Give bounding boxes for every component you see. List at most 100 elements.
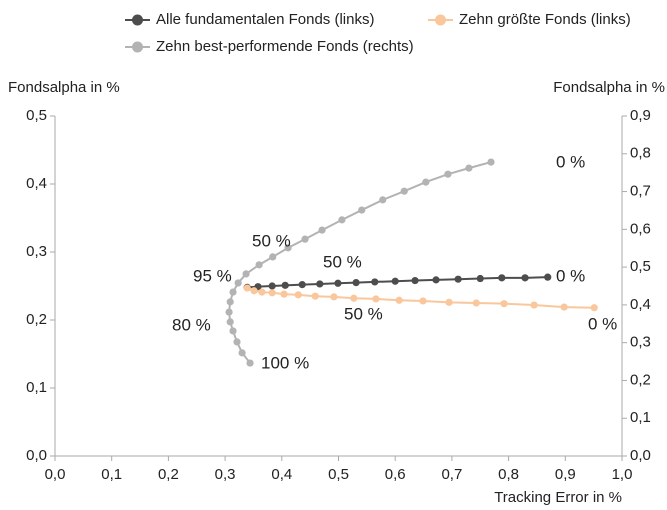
- legend-marker: [435, 14, 446, 26]
- x-axis-title: Tracking Error in %: [494, 489, 622, 506]
- point: [280, 290, 288, 298]
- point: [284, 244, 292, 252]
- y2-tick-label: 0,5: [630, 258, 651, 275]
- point: [242, 270, 250, 278]
- point: [318, 226, 326, 234]
- point: [334, 279, 342, 287]
- x-tick-label: 0,6: [385, 466, 406, 483]
- point: [258, 288, 266, 296]
- point: [226, 298, 234, 306]
- legend-label: Zehn größte Fonds (links): [459, 11, 631, 28]
- x-tick-label: 0,0: [45, 466, 66, 483]
- y-tick-label: 0,0: [26, 447, 47, 464]
- annotation: 100 %: [261, 353, 309, 372]
- x-tick-label: 0,5: [328, 466, 349, 483]
- x-tick-label: 0,4: [271, 466, 292, 483]
- y2-tick-label: 0,9: [630, 107, 651, 124]
- y-tick-label: 0,2: [26, 311, 47, 328]
- point: [243, 284, 251, 292]
- point: [269, 253, 277, 261]
- annotation: 80 %: [172, 315, 211, 334]
- point: [465, 164, 473, 172]
- point: [268, 282, 276, 290]
- point: [229, 327, 237, 335]
- point: [311, 292, 319, 300]
- y2-axis-title: Fondsalpha in %: [553, 79, 665, 96]
- point: [521, 274, 529, 282]
- x-tick-label: 0,3: [215, 466, 236, 483]
- y2-tick-label: 0,7: [630, 183, 651, 200]
- point: [233, 338, 241, 346]
- point: [487, 158, 495, 166]
- point: [372, 295, 380, 303]
- legend-label: Alle fundamentalen Fonds (links): [156, 11, 374, 28]
- point: [395, 296, 403, 304]
- annotation: 95 %: [193, 266, 232, 285]
- point: [454, 275, 462, 283]
- annotation: 50 %: [252, 231, 291, 250]
- point: [350, 294, 358, 302]
- point: [432, 276, 440, 284]
- x-tick-label: 0,1: [101, 466, 122, 483]
- annotation: 0 %: [556, 152, 585, 171]
- point: [391, 277, 399, 285]
- point: [445, 298, 453, 306]
- x-tick-label: 0,9: [555, 466, 576, 483]
- y-axis-title: Fondsalpha in %: [8, 79, 120, 96]
- point: [246, 359, 254, 367]
- legend-marker: [132, 41, 143, 53]
- y2-tick-label: 0,1: [630, 409, 651, 426]
- point: [238, 349, 246, 357]
- point: [371, 278, 379, 286]
- y2-tick-label: 0,8: [630, 145, 651, 162]
- point: [560, 303, 568, 311]
- point: [358, 206, 366, 214]
- point: [400, 187, 408, 195]
- y2-tick-label: 0,2: [630, 371, 651, 388]
- point: [500, 300, 508, 308]
- point: [379, 196, 387, 204]
- point: [590, 304, 598, 312]
- y2-tick-label: 0,3: [630, 334, 651, 351]
- point: [476, 274, 484, 283]
- y-tick-label: 0,1: [26, 379, 47, 396]
- annotation: 0 %: [588, 314, 617, 333]
- x-tick-label: 0,8: [498, 466, 519, 483]
- point: [234, 279, 242, 287]
- point: [298, 281, 306, 289]
- point: [225, 308, 233, 316]
- y2-tick-label: 0,6: [630, 220, 651, 237]
- x-tick-label: 1,0: [612, 466, 633, 483]
- annotation: 50 %: [344, 304, 383, 323]
- point: [419, 297, 427, 305]
- legend-label: Zehn best-performende Fonds (rechts): [156, 38, 414, 55]
- annotation: 0 %: [556, 266, 585, 285]
- point: [229, 288, 237, 296]
- point: [444, 170, 452, 178]
- y2-tick-label: 0,4: [630, 296, 651, 313]
- point: [352, 279, 360, 287]
- point: [422, 178, 430, 186]
- point: [250, 287, 258, 295]
- point: [330, 293, 338, 301]
- point: [281, 281, 289, 289]
- x-tick-label: 0,2: [158, 466, 179, 483]
- point: [411, 276, 419, 285]
- point: [294, 291, 302, 299]
- point: [530, 301, 538, 309]
- y-tick-label: 0,3: [26, 243, 47, 260]
- point: [472, 299, 480, 307]
- annotation: 50 %: [323, 252, 362, 271]
- y-tick-label: 0,5: [26, 107, 47, 124]
- point: [544, 273, 552, 281]
- point: [498, 274, 506, 282]
- point: [268, 289, 276, 297]
- y2-tick-label: 0,0: [630, 447, 651, 464]
- point: [301, 235, 309, 243]
- x-tick-label: 0,7: [441, 466, 462, 483]
- point: [316, 280, 324, 288]
- point: [255, 261, 263, 269]
- y-tick-label: 0,4: [26, 175, 47, 192]
- point: [338, 216, 346, 224]
